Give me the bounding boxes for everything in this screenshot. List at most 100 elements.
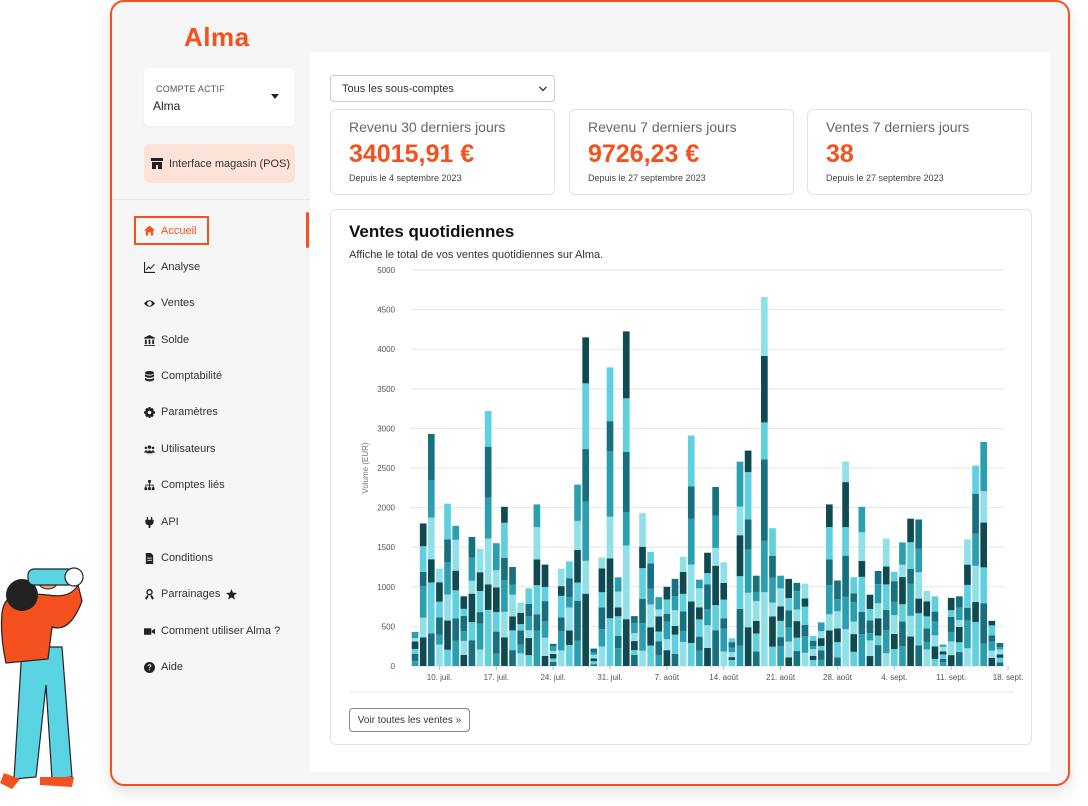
sidebar-divider: [112, 199, 310, 200]
bar-segment: [509, 616, 516, 631]
line-chart-icon: [144, 261, 155, 273]
bar-segment: [557, 617, 565, 631]
bar-segment: [761, 355, 768, 423]
y-tick-label: 1000: [377, 583, 395, 592]
bar-segment: [891, 571, 898, 582]
bar-segment: [817, 622, 825, 632]
y-tick-label: 0: [391, 662, 396, 671]
bar-segment: [850, 651, 858, 666]
bar-segment: [801, 652, 809, 666]
bar-segment: [736, 461, 744, 507]
bar-segment: [427, 517, 435, 560]
bar-segment: [411, 653, 419, 661]
bar-segment: [923, 628, 931, 642]
y-tick-label: 4000: [377, 345, 395, 354]
pos-interface-button[interactable]: Interface magasin (POS): [144, 144, 295, 183]
alma-logo[interactable]: Alma: [184, 22, 250, 52]
bar-segment: [923, 649, 931, 666]
nav-item-analyse[interactable]: Analyse: [144, 257, 200, 277]
bar-segment: [696, 650, 703, 666]
nav-item-parametres[interactable]: Paramètres: [144, 402, 218, 422]
active-indicator: [306, 212, 309, 248]
bar-segment: [899, 577, 906, 605]
bar-segment: [801, 624, 809, 637]
nav-item-comptes-lies[interactable]: Comptes liés: [144, 475, 225, 495]
bar-segment: [582, 383, 589, 450]
nav-item-conditions[interactable]: Conditions: [144, 548, 213, 568]
bar-segment: [501, 580, 508, 612]
bar-segment: [427, 433, 435, 481]
bar-segment: [566, 645, 573, 666]
bar-segment: [606, 618, 614, 666]
bar-segment: [793, 621, 801, 638]
bar-segment: [590, 654, 598, 659]
bar-segment: [842, 527, 849, 556]
account-selector[interactable]: COMPTE ACTIF Alma: [144, 68, 295, 126]
bar-segment: [663, 613, 671, 622]
nav-label: Comment utiliser Alma ?: [161, 625, 281, 637]
bar-segment: [777, 588, 784, 607]
bar-segment: [939, 651, 947, 655]
nav-label: Comptes liés: [161, 479, 225, 491]
bar-segment: [712, 515, 719, 548]
bar-segment: [874, 603, 882, 619]
bar-segment: [842, 629, 849, 666]
bar-segment: [874, 584, 882, 604]
bar-segment: [874, 618, 882, 636]
bar-segment: [809, 649, 817, 656]
bar-segment: [728, 652, 736, 658]
bar-segment: [411, 641, 419, 649]
view-all-sales-button[interactable]: Voir toutes les ventes »: [349, 708, 470, 732]
nav-item-ventes[interactable]: Ventes: [144, 293, 195, 313]
bar-segment: [736, 506, 744, 536]
bar-segment: [566, 561, 573, 579]
bar-segment: [858, 576, 866, 612]
bar-segment: [484, 538, 492, 585]
bar-segment: [931, 611, 939, 622]
subaccount-select[interactable]: Tous les sous-comptes: [330, 75, 555, 102]
bar-segment: [964, 648, 971, 666]
bar-segment: [834, 642, 841, 658]
ribbon-icon: [144, 588, 155, 600]
bar-segment: [525, 630, 533, 639]
bar-segment: [720, 628, 728, 652]
bar-segment: [411, 631, 419, 639]
nav-item-utilisateurs[interactable]: Utilisateurs: [144, 439, 215, 459]
bar-segment: [972, 493, 979, 534]
bar-segment: [549, 650, 557, 655]
bar-segment: [574, 600, 581, 641]
nav-item-solde[interactable]: Solde: [144, 330, 189, 350]
nav-item-accueil[interactable]: Accueil: [134, 216, 209, 245]
users-icon: [144, 444, 155, 453]
bar-segment: [923, 616, 931, 629]
nav-item-aide[interactable]: Aide: [144, 657, 183, 677]
nav-item-api[interactable]: API: [144, 512, 179, 532]
bar-segment: [606, 558, 614, 619]
bar-segment: [419, 546, 427, 572]
bar-segment: [761, 592, 768, 666]
bar-segment: [492, 570, 500, 588]
bar-segment: [655, 597, 663, 610]
bar-segment: [647, 645, 654, 666]
bar-segment: [671, 653, 679, 666]
bar-segment: [793, 591, 801, 610]
home-icon: [144, 225, 155, 236]
bar-segment: [817, 645, 825, 651]
bar-segment: [631, 633, 638, 642]
bar-segment: [899, 542, 906, 565]
bar-segment: [964, 564, 971, 585]
bar-segment: [574, 520, 581, 550]
nav-item-comment-utiliser[interactable]: Comment utiliser Alma ?: [144, 621, 280, 641]
bar-segment: [622, 545, 630, 620]
nav-item-comptabilite[interactable]: Comptabilité: [144, 366, 222, 386]
bar-segment: [866, 620, 874, 634]
bar-segment: [696, 588, 703, 608]
bar-segment: [687, 601, 695, 643]
bar-segment: [639, 623, 646, 651]
bar-segment: [541, 637, 549, 656]
bar-segment: [517, 644, 524, 654]
nav-label: Ventes: [161, 297, 195, 309]
nav-label: Paramètres: [161, 406, 218, 418]
nav-item-parrainages[interactable]: Parrainages: [144, 584, 238, 604]
bar-segment: [720, 651, 728, 666]
